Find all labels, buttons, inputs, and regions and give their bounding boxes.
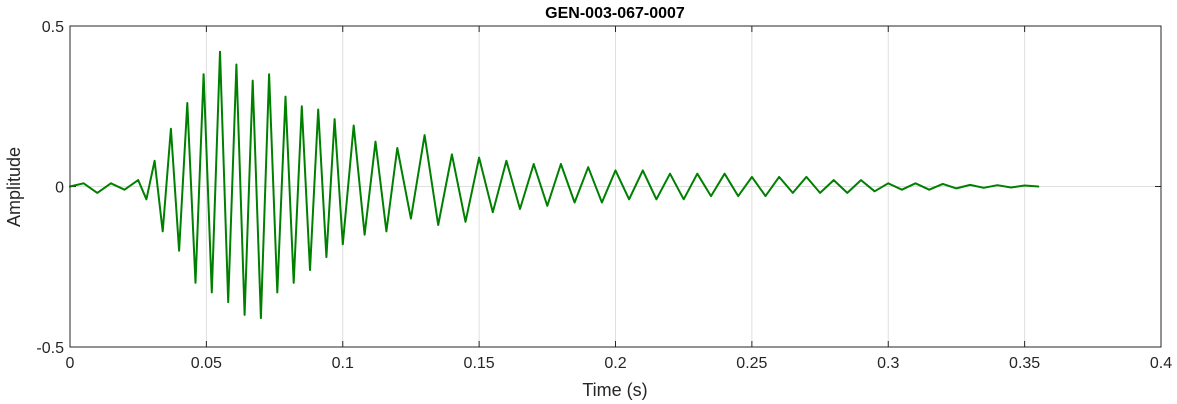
x-tick-label: 0.3	[877, 355, 899, 372]
x-tick-label: 0.15	[464, 355, 495, 372]
chart-title: GEN-003-067-0007	[545, 5, 685, 22]
x-tick-label: 0.05	[191, 355, 222, 372]
x-tick-label: 0	[66, 355, 75, 372]
y-axis-label: Amplitude	[4, 147, 24, 227]
tick-labels: 0 0.05 0.1 0.15 0.2 0.25 0.3 0.35 0.4-0.500.5	[36, 19, 1172, 372]
y-tick-label: 0.5	[42, 19, 64, 36]
x-tick-label: 0.1	[332, 355, 354, 372]
series-line	[69, 50, 1040, 320]
series-group	[69, 50, 1040, 320]
x-tick-label: 0.35	[1009, 355, 1040, 372]
plot-frame	[69, 25, 1162, 348]
x-tick-label: 0.4	[1150, 355, 1172, 372]
x-tick-label: 0.2	[604, 355, 626, 372]
y-tick-label: 0	[55, 180, 64, 197]
y-tick-label: -0.5	[36, 340, 64, 357]
x-tick-label: 0.25	[736, 355, 767, 372]
x-axis-label: Time (s)	[582, 380, 647, 400]
